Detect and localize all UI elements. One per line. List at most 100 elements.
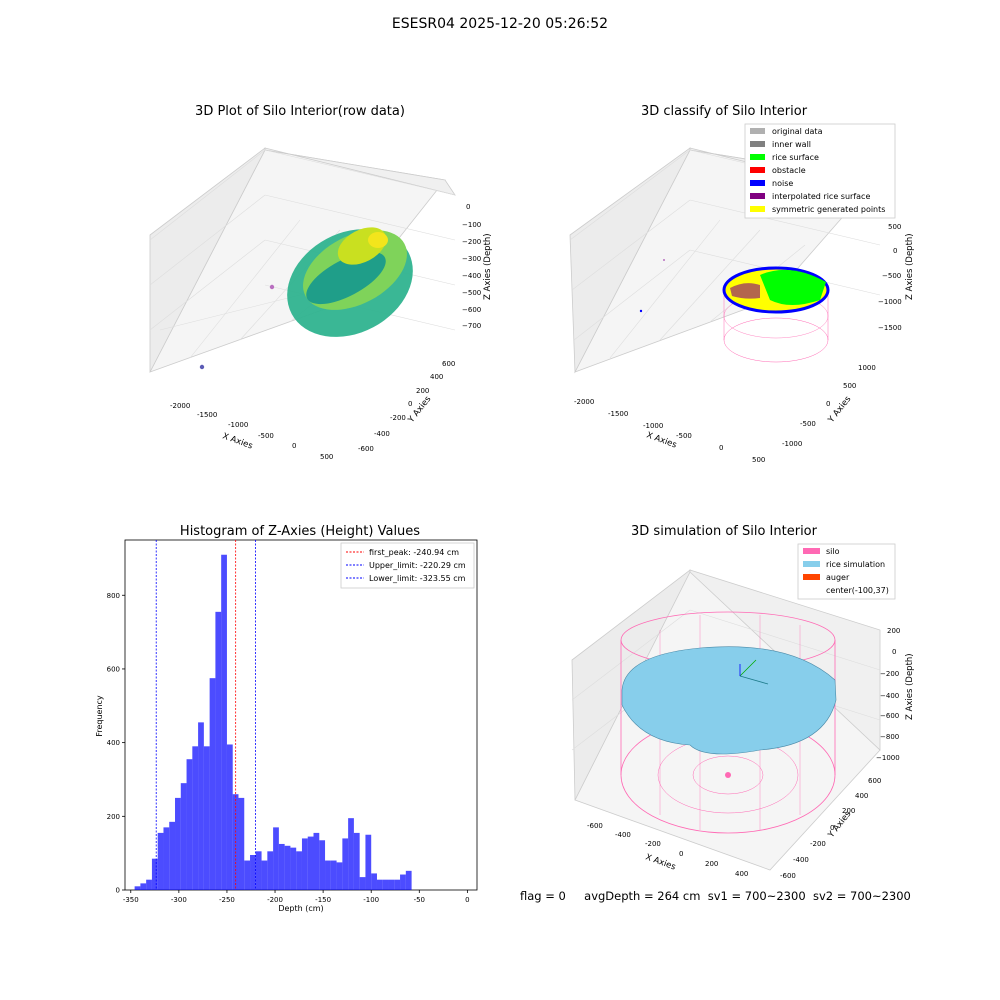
- sim-x-tick: -600: [587, 822, 603, 830]
- status-flag: flag = 0: [520, 889, 566, 903]
- histogram-bar: [163, 827, 170, 890]
- raw-z-label: Z Axies (Depth): [483, 233, 493, 300]
- histogram-bar: [192, 746, 199, 890]
- histogram-bar: [238, 797, 245, 890]
- raw-z-tick: −200: [462, 238, 481, 246]
- sim-y-tick: -400: [793, 856, 809, 864]
- sim-z-tick: −600: [880, 712, 899, 720]
- histogram-bar: [157, 832, 164, 890]
- legend-swatch-original: [750, 128, 765, 134]
- classify-x-tick: -500: [676, 432, 692, 440]
- sim-z-tick: −200: [880, 670, 899, 678]
- raw-y-ticks: -600 -400 -200 0 200 400 600: [358, 360, 455, 453]
- histogram-bar: [186, 759, 193, 890]
- histogram-bar: [365, 834, 372, 890]
- histogram-y-tick-label: 800: [107, 592, 120, 600]
- legend-label-center: center(-100,37): [826, 586, 889, 595]
- classify-x-tick: -2000: [574, 398, 594, 406]
- legend-swatch-inner-wall: [750, 141, 765, 147]
- raw-y-tick: 200: [416, 387, 429, 395]
- raw-point-cloud: [199, 227, 413, 370]
- histogram-bar: [134, 886, 141, 890]
- raw-3d-plot: -2000 -1500 -1000 -500 0 500 X Axies -60…: [149, 147, 493, 461]
- histogram-plot: -350 -300 -250 -200 -150 -100 -50 0 0 200 400 600 8…: [95, 539, 478, 913]
- sim-z-tick: −800: [880, 733, 899, 741]
- legend-swatch-noise: [750, 180, 765, 186]
- histogram-x-tick-label: -200: [267, 896, 283, 904]
- legend-label-auger: auger: [826, 573, 850, 582]
- sim-z-tick: 0: [892, 648, 896, 656]
- histogram-bar: [278, 843, 285, 890]
- sim-x-tick: 400: [735, 870, 748, 878]
- histogram-bar: [388, 879, 395, 890]
- classify-z-tick: −1000: [878, 298, 902, 306]
- histogram-bar: [250, 855, 256, 890]
- classify-x-tick: -1000: [643, 422, 663, 430]
- histogram-x-tick-label: -150: [315, 896, 331, 904]
- classify-x-label: X Axies: [645, 430, 678, 450]
- legend-label-symmetric: symmetric generated points: [772, 205, 885, 214]
- status-avg-depth: avgDepth = 264 cm: [584, 889, 701, 903]
- histogram-legend: first_peak: -240.94 cm Upper_limit: -220…: [340, 542, 475, 589]
- histogram-bar: [151, 858, 158, 890]
- raw-y-label: Y Axies: [406, 394, 434, 426]
- legend-swatch-symmetric: [750, 206, 765, 212]
- classify-z-tick: 0: [893, 247, 897, 255]
- histogram-bar: [175, 797, 181, 890]
- histogram-bar: [255, 851, 262, 890]
- legend-lower-limit: Lower_limit: -323.55 cm: [369, 574, 466, 583]
- classify-z-tick: 500: [888, 223, 901, 231]
- histogram-bar: [284, 845, 291, 890]
- sim-y-tick: -600: [780, 872, 796, 880]
- classify-y-tick: 500: [843, 382, 856, 390]
- legend-swatch-silo: [803, 548, 820, 554]
- sim-y-tick: 400: [855, 792, 868, 800]
- histogram-y-tick-label: 400: [107, 739, 120, 747]
- classify-z-tick: −500: [882, 272, 901, 280]
- histogram-y-label: Frequency: [95, 695, 104, 737]
- histogram-y-tick-label: 0: [116, 887, 120, 895]
- legend-label-obstacle: obstacle: [772, 166, 806, 175]
- histogram-bar: [336, 862, 343, 890]
- legend-label-noise: noise: [772, 179, 793, 188]
- histogram-title: Histogram of Z-Axies (Height) Values: [179, 524, 421, 539]
- histogram-x-label: Depth (cm): [278, 904, 323, 913]
- raw-x-ticks: -2000 -1500 -1000 -500 0 500: [170, 402, 333, 461]
- raw-x-label: X Axies: [221, 431, 254, 451]
- legend-swatch-rice-sim: [803, 561, 820, 567]
- simulation-legend: silo rice simulation auger center(-100,3…: [797, 543, 896, 600]
- sim-y-tick: -200: [810, 840, 826, 848]
- classify-y-tick: 0: [826, 400, 830, 408]
- histogram-bar: [330, 860, 337, 890]
- raw-z-tick: −600: [462, 306, 481, 314]
- sim-z-tick: −1000: [876, 754, 900, 762]
- sim-y-tick: 600: [868, 777, 881, 785]
- histogram-bar: [169, 821, 176, 890]
- classify-y-label: Y Axies: [826, 394, 854, 426]
- sim-x-tick: -400: [615, 831, 631, 839]
- histogram-y-ticks: 0 200 400 600 800: [107, 592, 125, 895]
- raw-y-tick: 600: [442, 360, 455, 368]
- raw-x-tick: 500: [320, 453, 333, 461]
- legend-upper-limit: Upper_limit: -220.29 cm: [369, 561, 466, 570]
- sim-y-tick: 200: [842, 807, 855, 815]
- raw-z-tick: −700: [462, 322, 481, 330]
- histogram-bar: [371, 873, 377, 890]
- classify-y-tick: -500: [800, 420, 816, 428]
- histogram-bar: [382, 879, 389, 890]
- sim-z-tick: 200: [887, 627, 900, 635]
- legend-swatch-interpolated: [750, 193, 765, 199]
- raw-x-tick: -1500: [197, 411, 217, 419]
- histogram-bar: [359, 877, 366, 890]
- classify-y-tick: 1000: [858, 364, 876, 372]
- classify-z-label: Z Axies (Depth): [905, 233, 915, 300]
- raw-x-tick: -1000: [228, 421, 248, 429]
- histogram-bar: [226, 744, 233, 890]
- classify-3d-plot: original data inner wall rice surface ob…: [569, 123, 915, 464]
- classify-legend: original data inner wall rice surface ob…: [744, 123, 896, 219]
- legend-label-silo: silo: [826, 547, 840, 556]
- histogram-bar: [353, 832, 360, 890]
- simulation-silo: [620, 611, 837, 834]
- histogram-x-tick-label: -350: [123, 896, 139, 904]
- sim-x-label: X Axies: [644, 852, 677, 872]
